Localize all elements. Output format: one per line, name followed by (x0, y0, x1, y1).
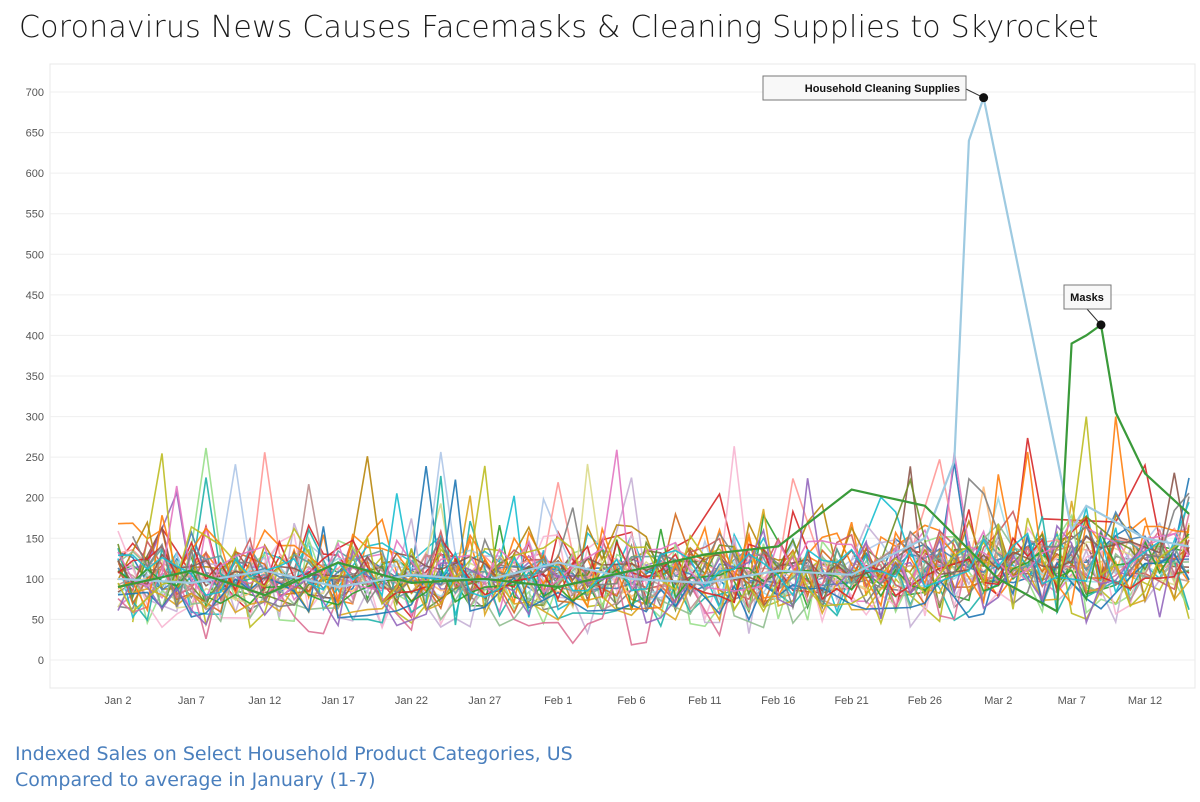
series-line (117, 478, 1176, 628)
y-tick-label: 300 (26, 412, 44, 424)
series-line (117, 509, 1190, 604)
x-tick-label: Jan 27 (468, 695, 501, 707)
x-tick-label: Feb 6 (617, 695, 645, 707)
y-tick-label: 200 (26, 493, 44, 505)
x-tick-label: Jan 22 (395, 695, 428, 707)
series-line-cleaning-supplies (117, 93, 1190, 589)
y-tick-label: 50 (32, 614, 44, 626)
x-tick-label: Jan 12 (248, 695, 281, 707)
x-tick-label: Feb 11 (688, 695, 721, 707)
line-chart: 0 50 100 150 200 250 300 350 400 450 500 550 600 650 7… (26, 63, 1196, 707)
annotation-label-masks: Masks (1070, 292, 1104, 304)
caption-line-1: Indexed Sales on Select Household Produc… (15, 743, 573, 765)
peak-marker (979, 93, 989, 103)
x-tick-label: Mar 2 (984, 695, 1012, 707)
y-tick-label: 150 (26, 533, 44, 545)
y-tick-label: 450 (26, 290, 44, 302)
x-tick-label: Jan 7 (178, 695, 205, 707)
x-tick-label: Jan 2 (105, 695, 132, 707)
y-tick-label: 350 (26, 371, 44, 383)
annotation-label-cleaning: Household Cleaning Supplies (805, 83, 960, 95)
annotation-box (762, 75, 967, 101)
series-line (117, 493, 1161, 599)
caption-line-2: Compared to average in January (1-7) (15, 769, 376, 791)
x-tick-label: Mar 12 (1128, 695, 1162, 707)
x-tick-label: Feb 16 (761, 695, 795, 707)
y-tick-label: 650 (26, 128, 44, 140)
y-tick-label: 0 (38, 655, 44, 667)
x-axis: Jan 2 Jan 7 Jan 12 Jan 17 Jan 22 Jan 27 Feb 1 F… (105, 695, 1163, 707)
series-line (117, 451, 1190, 613)
y-tick-label: 500 (26, 249, 44, 261)
x-tick-label: Mar 7 (1058, 695, 1086, 707)
chart-title: Coronavirus News Causes Facemasks & Clea… (19, 10, 1099, 45)
x-tick-label: Feb 26 (908, 695, 942, 707)
x-tick-label: Feb 1 (544, 695, 572, 707)
y-tick-label: 700 (26, 87, 44, 99)
y-tick-label: 250 (26, 452, 44, 464)
series-line (132, 495, 1190, 623)
x-tick-label: Jan 17 (322, 695, 355, 707)
annotation-box (1063, 284, 1112, 310)
annotations: Household Cleaning Supplies Masks (762, 75, 1112, 330)
y-tick-label: 100 (26, 574, 44, 586)
y-tick-label: 400 (26, 330, 44, 342)
series-line (117, 528, 1190, 606)
chart-area: 0 50 100 150 200 250 300 350 400 450 500 550 600 650 7… (0, 60, 1200, 730)
y-tick-label: 550 (26, 209, 44, 221)
series-line (117, 472, 1190, 586)
y-tick-label: 600 (26, 168, 44, 180)
series-line (117, 416, 1190, 614)
x-tick-label: Feb 21 (834, 695, 868, 707)
peak-marker (1096, 320, 1106, 330)
y-axis: 0 50 100 150 200 250 300 350 400 450 500 550 600 650 7… (26, 87, 44, 667)
